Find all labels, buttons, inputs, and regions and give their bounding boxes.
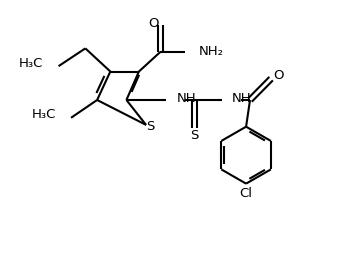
Text: O: O bbox=[273, 69, 283, 82]
Text: O: O bbox=[149, 17, 159, 30]
Text: H₃C: H₃C bbox=[19, 57, 44, 70]
Text: H₃C: H₃C bbox=[32, 108, 56, 122]
Text: NH: NH bbox=[176, 92, 196, 105]
Text: NH: NH bbox=[232, 92, 252, 105]
Text: S: S bbox=[146, 120, 154, 133]
Text: S: S bbox=[190, 129, 198, 142]
Text: Cl: Cl bbox=[240, 187, 253, 200]
Text: NH₂: NH₂ bbox=[199, 45, 224, 58]
